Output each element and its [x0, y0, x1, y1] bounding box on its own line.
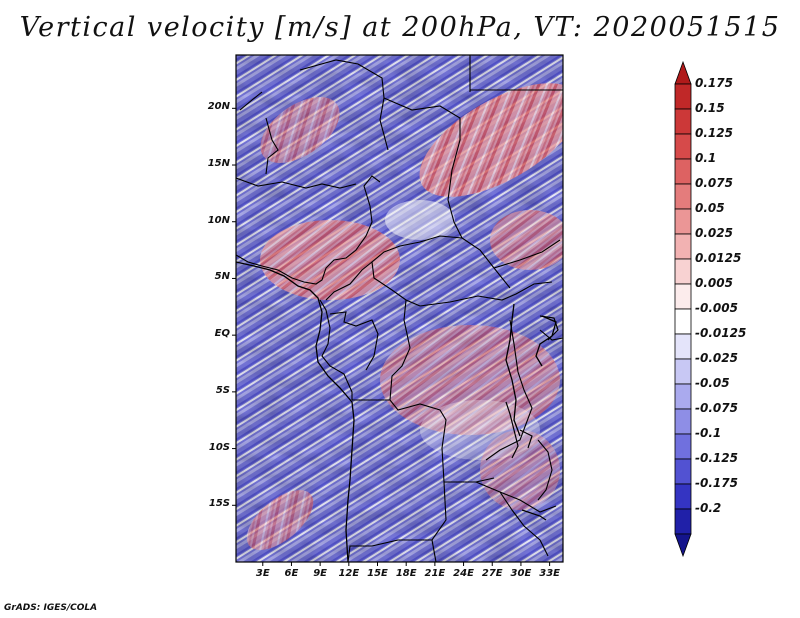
colorbar-box	[674, 158, 692, 185]
lat-label: 5S	[215, 384, 230, 396]
map-border	[235, 54, 564, 563]
lon-label: 21E	[424, 568, 446, 579]
colorbar-box	[674, 308, 692, 335]
colorbar-label: 0.075	[695, 176, 733, 190]
colorbar-box	[674, 233, 692, 260]
colorbar-box	[674, 508, 692, 535]
colorbar-box	[674, 433, 692, 460]
colorbar-label: -0.1	[695, 426, 722, 440]
lon-label: 15E	[367, 568, 388, 579]
colorbar-box	[674, 133, 692, 160]
lon-label: 33E	[539, 568, 560, 579]
grads-credit: GrADS: IGES/COLA	[4, 603, 98, 613]
colorbar-label: 0.05	[695, 201, 725, 215]
lon-label: 30E	[510, 568, 532, 579]
colorbar-label: -0.075	[695, 401, 738, 415]
lat-label: 5N	[214, 271, 230, 283]
colorbar-label: -0.05	[695, 376, 730, 390]
lat-label: 10N	[207, 214, 230, 226]
colorbar-label: 0.125	[695, 126, 733, 140]
colorbar-box	[674, 458, 692, 485]
axis-ticks	[232, 107, 551, 566]
colorbar-label: 0.005	[695, 276, 733, 290]
lon-label: 12E	[338, 568, 360, 579]
colorbar-box	[674, 258, 692, 285]
colorbar-box	[674, 358, 692, 385]
colorbar-min-arrow	[674, 533, 692, 558]
colorbar-label: 0.025	[695, 226, 733, 240]
colorbar-box	[674, 83, 692, 110]
colorbar-max-arrow	[674, 60, 692, 85]
colorbar	[674, 60, 692, 558]
lat-label: 15N	[207, 158, 230, 170]
colorbar-label: -0.125	[695, 451, 738, 465]
lon-label: 18E	[395, 568, 417, 579]
colorbar-box	[674, 483, 692, 510]
lon-label: 6E	[284, 568, 299, 579]
colorbar-box	[674, 183, 692, 210]
lat-label: 10S	[208, 441, 230, 453]
colorbar-box	[674, 283, 692, 310]
colorbar-label: 0.1	[695, 151, 717, 165]
colorbar-box	[674, 408, 692, 435]
colorbar-label: -0.005	[695, 301, 738, 315]
lat-label: 20N	[207, 101, 230, 113]
colorbar-label: -0.175	[695, 476, 738, 490]
colorbar-label: 0.0125	[695, 251, 742, 265]
colorbar-box	[674, 383, 692, 410]
colorbar-box	[674, 108, 692, 135]
lon-label: 3E	[255, 568, 270, 579]
colorbar-label: -0.025	[695, 351, 738, 365]
colorbar-label: 0.175	[695, 76, 733, 90]
coastline	[236, 261, 557, 562]
colorbar-box	[674, 333, 692, 360]
colorbar-label: -0.0125	[695, 326, 747, 340]
velocity-field	[236, 55, 563, 562]
colorbar-label: -0.2	[695, 501, 722, 515]
lon-label: 27E	[481, 568, 503, 579]
chart-title: Vertical velocity [m/s] at 200hPa, VT: 2…	[19, 12, 781, 43]
lat-label: 15S	[208, 498, 230, 510]
colorbar-label: 0.15	[695, 101, 725, 115]
colorbar-box	[674, 208, 692, 235]
lakes	[505, 315, 559, 521]
country-borders	[236, 55, 563, 562]
lon-label: 24E	[453, 568, 474, 579]
lon-label: 9E	[313, 568, 328, 579]
lat-label: EQ	[214, 328, 230, 340]
